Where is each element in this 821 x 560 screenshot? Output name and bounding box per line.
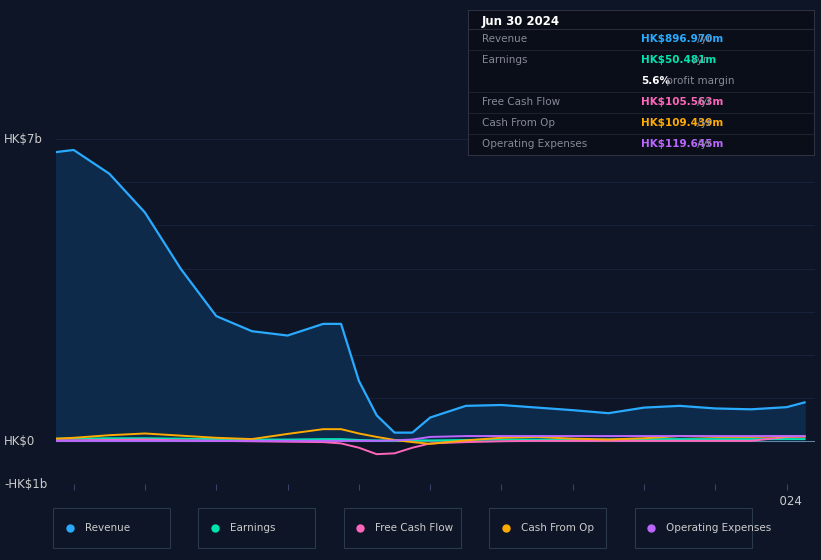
Text: Operating Expenses: Operating Expenses (667, 524, 772, 534)
FancyBboxPatch shape (53, 508, 170, 548)
Text: Free Cash Flow: Free Cash Flow (375, 524, 453, 534)
Text: 5.6%: 5.6% (641, 76, 670, 86)
Text: Earnings: Earnings (482, 55, 527, 66)
FancyBboxPatch shape (199, 508, 315, 548)
Text: Cash From Op: Cash From Op (521, 524, 594, 534)
Text: Cash From Op: Cash From Op (482, 118, 555, 128)
Text: Revenue: Revenue (482, 34, 527, 44)
FancyBboxPatch shape (489, 508, 606, 548)
Text: Earnings: Earnings (230, 524, 276, 534)
Text: HK$0: HK$0 (4, 435, 35, 448)
Text: /yr: /yr (695, 34, 712, 44)
Text: /yr: /yr (690, 55, 707, 66)
Text: Free Cash Flow: Free Cash Flow (482, 97, 560, 107)
Text: HK$896.970m: HK$896.970m (641, 34, 723, 44)
Text: HK$7b: HK$7b (4, 133, 43, 146)
Text: HK$109.439m: HK$109.439m (641, 118, 723, 128)
FancyBboxPatch shape (635, 508, 752, 548)
Text: /yr: /yr (695, 97, 712, 107)
FancyBboxPatch shape (344, 508, 461, 548)
Text: Jun 30 2024: Jun 30 2024 (482, 15, 560, 28)
Text: HK$119.645m: HK$119.645m (641, 139, 723, 149)
Text: -HK$1b: -HK$1b (4, 478, 48, 491)
Text: Operating Expenses: Operating Expenses (482, 139, 587, 149)
Text: /yr: /yr (695, 118, 712, 128)
Text: HK$105.563m: HK$105.563m (641, 97, 723, 107)
Text: profit margin: profit margin (663, 76, 734, 86)
Text: HK$50.481m: HK$50.481m (641, 55, 717, 66)
Text: /yr: /yr (695, 139, 712, 149)
Text: Revenue: Revenue (85, 524, 130, 534)
